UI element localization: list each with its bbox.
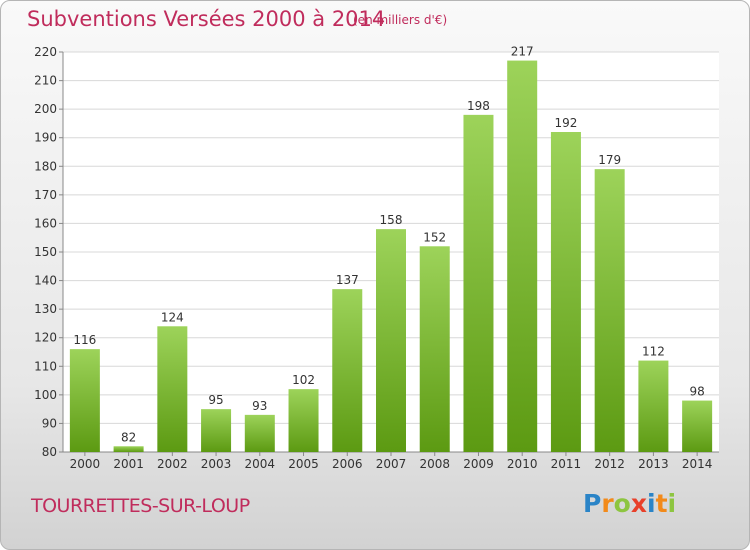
logo-letter: o	[613, 489, 631, 518]
x-tick-label: 2009	[463, 457, 494, 471]
data-label: 152	[423, 230, 446, 244]
bar-2011	[550, 132, 581, 452]
x-tick-label: 2005	[288, 457, 319, 471]
data-label: 217	[511, 45, 534, 59]
x-tick-label: 2010	[507, 457, 538, 471]
unit-note: (en milliers d'€)	[353, 13, 448, 27]
x-tick-label: 2008	[419, 457, 450, 471]
y-tick-label: 210	[34, 74, 57, 88]
x-tick-label: 2002	[157, 457, 188, 471]
data-label: 179	[598, 153, 621, 167]
y-tick-label: 200	[34, 102, 57, 116]
y-tick-label: 180	[34, 159, 57, 173]
bar-2014	[682, 400, 713, 452]
y-tick-label: 220	[34, 45, 57, 59]
logo-letter: r	[601, 489, 614, 518]
chart-title: Subventions Versées 2000 à 2014	[27, 7, 386, 31]
data-label: 158	[380, 213, 403, 227]
y-tick-label: 110	[34, 359, 57, 373]
bar-2002	[157, 326, 188, 452]
y-tick-label: 160	[34, 216, 57, 230]
data-label: 192	[554, 116, 577, 130]
y-tick-label: 80	[42, 445, 57, 459]
data-label: 116	[73, 333, 96, 347]
data-label: 124	[161, 310, 184, 324]
data-label: 112	[642, 345, 665, 359]
y-tick-label: 150	[34, 245, 57, 259]
data-label: 198	[467, 99, 490, 113]
y-tick-label: 190	[34, 131, 57, 145]
bar-2001	[113, 446, 144, 452]
logo-letter: t	[655, 489, 668, 518]
x-tick-label: 2007	[376, 457, 407, 471]
y-tick-label: 170	[34, 188, 57, 202]
bar-2004	[244, 414, 275, 452]
x-tick-label: 2000	[70, 457, 101, 471]
x-tick-label: 2003	[201, 457, 232, 471]
bar-2000	[69, 349, 100, 452]
data-label: 95	[208, 393, 223, 407]
logo-letter: P	[583, 489, 602, 518]
bar-2008	[419, 246, 450, 452]
x-tick-label: 2006	[332, 457, 363, 471]
bar-2009	[463, 114, 494, 452]
logo-letter: x	[630, 489, 647, 518]
bar-2006	[332, 289, 363, 452]
logo-letter: i	[667, 489, 677, 518]
data-label: 137	[336, 273, 359, 287]
data-label: 82	[121, 430, 136, 444]
data-label: 98	[689, 385, 704, 399]
brand-logo: Proxiti	[583, 489, 676, 518]
logo-letter: i	[647, 489, 656, 518]
y-tick-label: 140	[34, 274, 57, 288]
y-tick-label: 100	[34, 388, 57, 402]
commune-name: TOURRETTES-SUR-LOUP	[31, 495, 250, 517]
x-tick-label: 2013	[638, 457, 669, 471]
x-tick-label: 2014	[682, 457, 713, 471]
bar-2013	[638, 360, 669, 452]
bar-2010	[507, 60, 538, 452]
y-tick-label: 130	[34, 302, 57, 316]
y-tick-label: 90	[42, 416, 57, 430]
bar-2012	[594, 169, 625, 452]
x-tick-label: 2001	[113, 457, 144, 471]
bar-2007	[376, 229, 406, 452]
data-label: 102	[292, 373, 315, 387]
bar-2003	[201, 409, 232, 452]
x-tick-label: 2004	[245, 457, 276, 471]
bar-2005	[288, 389, 319, 452]
x-tick-label: 2012	[594, 457, 625, 471]
data-label: 93	[252, 399, 267, 413]
y-tick-label: 120	[34, 331, 57, 345]
x-tick-label: 2011	[551, 457, 582, 471]
